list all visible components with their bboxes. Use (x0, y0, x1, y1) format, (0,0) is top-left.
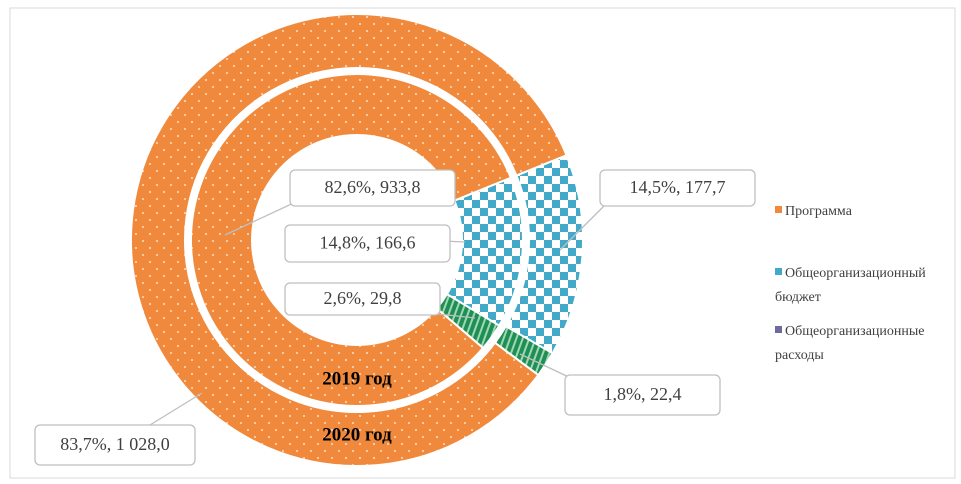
data-label: 82,6%, 933,8 (325, 177, 421, 197)
legend-label: Общеорганизационные расходы (775, 324, 925, 363)
leader-line (519, 353, 576, 381)
data-label: 1,8%, 22,4 (604, 384, 682, 404)
legend-swatch (775, 206, 782, 213)
leader-line (224, 199, 301, 236)
data-label: 83,7%, 1 028,0 (60, 434, 170, 454)
data-label: 14,5%, 177,7 (630, 177, 726, 197)
ring-label: 2020 год (322, 424, 392, 445)
leader-line (559, 199, 611, 251)
legend-item: Общеорганизационный бюджет (775, 262, 960, 310)
label-box (564, 374, 721, 416)
label-box (599, 169, 756, 207)
legend-label: Программа (785, 204, 852, 219)
label-box (284, 282, 441, 316)
legend-label: Общеорганизационный бюджет (775, 266, 926, 305)
data-label: 14,8%, 166,6 (320, 233, 416, 253)
data-label: 2,6%, 29,8 (324, 288, 402, 308)
label-box (284, 224, 451, 263)
legend-item: Программа (775, 200, 960, 224)
leader-line (149, 392, 203, 426)
ring-label: 2019 год (322, 368, 392, 389)
label-box (34, 424, 196, 466)
slice (190, 73, 513, 407)
legend-swatch (775, 268, 782, 275)
chart-border (9, 7, 956, 479)
legend-item: Общеорганизационные расходы (775, 320, 960, 368)
slice (130, 13, 568, 467)
label-box (289, 169, 456, 207)
legend-swatch (775, 326, 782, 333)
